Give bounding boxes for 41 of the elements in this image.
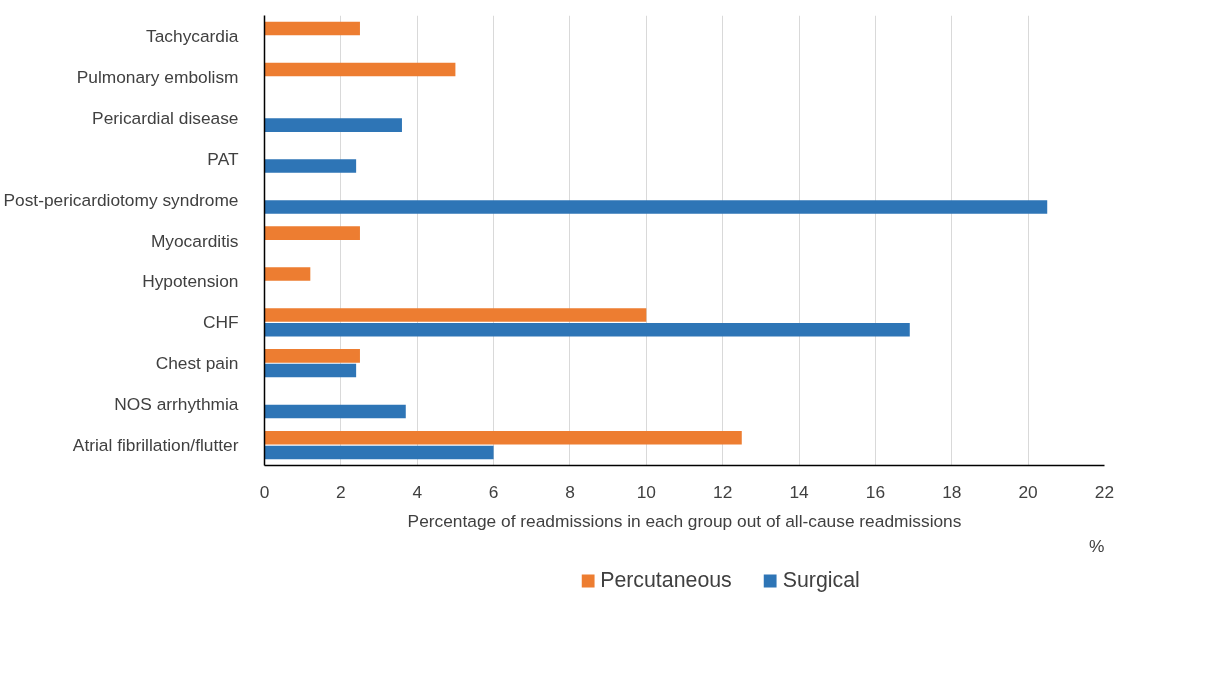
x-tick-label: 12 — [713, 481, 733, 502]
x-tick-label: 0 — [259, 481, 270, 502]
bar — [264, 430, 742, 445]
y-tick-label: Tachycardia — [146, 25, 239, 46]
text: % — [1089, 535, 1105, 556]
x-tick-label: 20 — [1018, 481, 1038, 502]
y-tick-label: Pericardial disease — [92, 107, 239, 128]
x-tick-label: 16 — [865, 481, 886, 502]
x-tick-label: 6 — [488, 481, 499, 502]
y-tick-label: Hypotension — [142, 271, 239, 292]
bar — [264, 404, 406, 419]
bar — [264, 267, 311, 281]
y-tick-label: Atrial fibrillation/flutter — [72, 435, 239, 456]
y-tick-label: PAT — [207, 148, 239, 169]
bar — [264, 445, 494, 460]
x-tick-label: 10 — [636, 481, 656, 502]
y-tick-label: CHF — [202, 312, 239, 333]
bar — [264, 62, 456, 77]
legend-label: Surgical — [782, 567, 860, 593]
bar — [264, 322, 910, 337]
bar — [264, 363, 357, 378]
bar — [264, 200, 1048, 214]
bar — [264, 118, 402, 132]
x-tick-label: 22 — [1094, 481, 1115, 502]
bar — [264, 226, 360, 240]
bar — [264, 21, 360, 36]
y-tick-label: Pulmonary embolism — [76, 66, 239, 87]
x-axis-title: Percentage of readmissions in each group out of all-cause readmissions — [407, 510, 962, 531]
x-tick-label: 2 — [336, 481, 346, 502]
y-tick-label: Post-pericardiotomy syndrome — [3, 189, 239, 210]
y-tick-label: Myocarditis — [150, 230, 239, 251]
y-tick-label: Chest pain — [155, 353, 239, 374]
bar — [264, 349, 360, 363]
legend-label: Percutaneous — [600, 567, 732, 593]
x-tick-label: 14 — [789, 481, 810, 502]
x-tick-label: 18 — [942, 481, 962, 502]
x-tick-label: 4 — [412, 481, 423, 502]
x-tick-label: 8 — [565, 481, 575, 502]
y-tick-label: NOS arrhythmia — [114, 394, 239, 415]
bar — [264, 308, 647, 322]
bar — [264, 159, 357, 173]
